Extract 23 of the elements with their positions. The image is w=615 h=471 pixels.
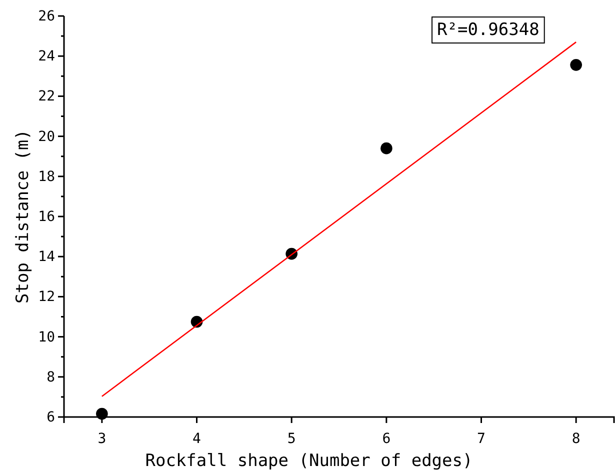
y-tick-label: 10 [38, 329, 55, 346]
y-axis-title: Stop distance (m) [13, 130, 33, 304]
x-tick-label: 5 [287, 430, 296, 447]
y-tick-label: 12 [38, 289, 55, 306]
point [570, 59, 582, 71]
x-tick-label: 6 [382, 430, 391, 447]
y-tick-label: 18 [38, 168, 55, 185]
point [96, 408, 108, 420]
x-tick-label: 7 [477, 430, 486, 447]
point [380, 142, 392, 154]
y-tick-label: 20 [38, 128, 55, 145]
y-tick-label: 6 [46, 409, 55, 426]
y-tick-label: 22 [38, 88, 55, 105]
y-tick-label: 8 [46, 369, 55, 386]
x-tick-label: 3 [98, 430, 106, 447]
y-tick-label: 14 [38, 249, 55, 266]
x-tick-label: 8 [572, 430, 580, 447]
y-tick-label: 16 [38, 208, 55, 225]
x-tick-label: 4 [192, 430, 201, 447]
y-tick-label: 26 [38, 8, 55, 24]
x-axis-title: Rockfall shape (Number of edges) [145, 451, 473, 471]
annotation: R²=0.96348 [437, 20, 540, 40]
y-tick-label: 24 [38, 48, 55, 65]
